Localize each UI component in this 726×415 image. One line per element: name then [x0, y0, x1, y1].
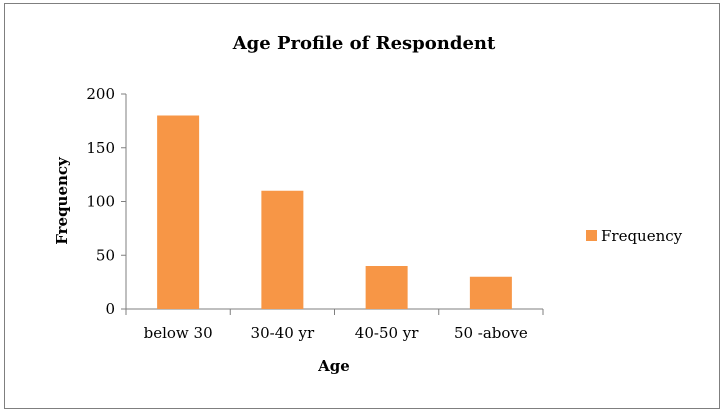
bar: [365, 266, 408, 309]
x-tick-label: 50 -above: [454, 324, 528, 342]
y-tick-label: 50: [96, 246, 115, 264]
bar: [157, 115, 200, 309]
y-tick-label: 100: [86, 193, 115, 211]
y-ticks: 0 50 100 150 200: [86, 85, 126, 318]
y-axis-title: Frequency: [53, 156, 71, 245]
bar: [469, 276, 512, 309]
x-tick-label: 40-50 yr: [355, 324, 419, 342]
legend: Frequency: [586, 227, 683, 245]
chart-title: Age Profile of Respondent: [232, 33, 496, 54]
bar: [261, 190, 304, 309]
bars: [157, 115, 512, 309]
legend-label: Frequency: [601, 227, 683, 245]
y-tick-label: 150: [86, 139, 115, 157]
chart-frame: [4, 3, 720, 409]
x-tick-label: 30-40 yr: [251, 324, 315, 342]
x-ticks: below 30 30-40 yr 40-50 yr 50 -above: [125, 309, 544, 342]
y-tick-label: 0: [105, 300, 115, 318]
x-tick-label: below 30: [144, 324, 213, 342]
legend-swatch: [586, 230, 597, 241]
x-axis-title: Age: [317, 357, 350, 375]
y-tick-label: 200: [86, 85, 115, 103]
